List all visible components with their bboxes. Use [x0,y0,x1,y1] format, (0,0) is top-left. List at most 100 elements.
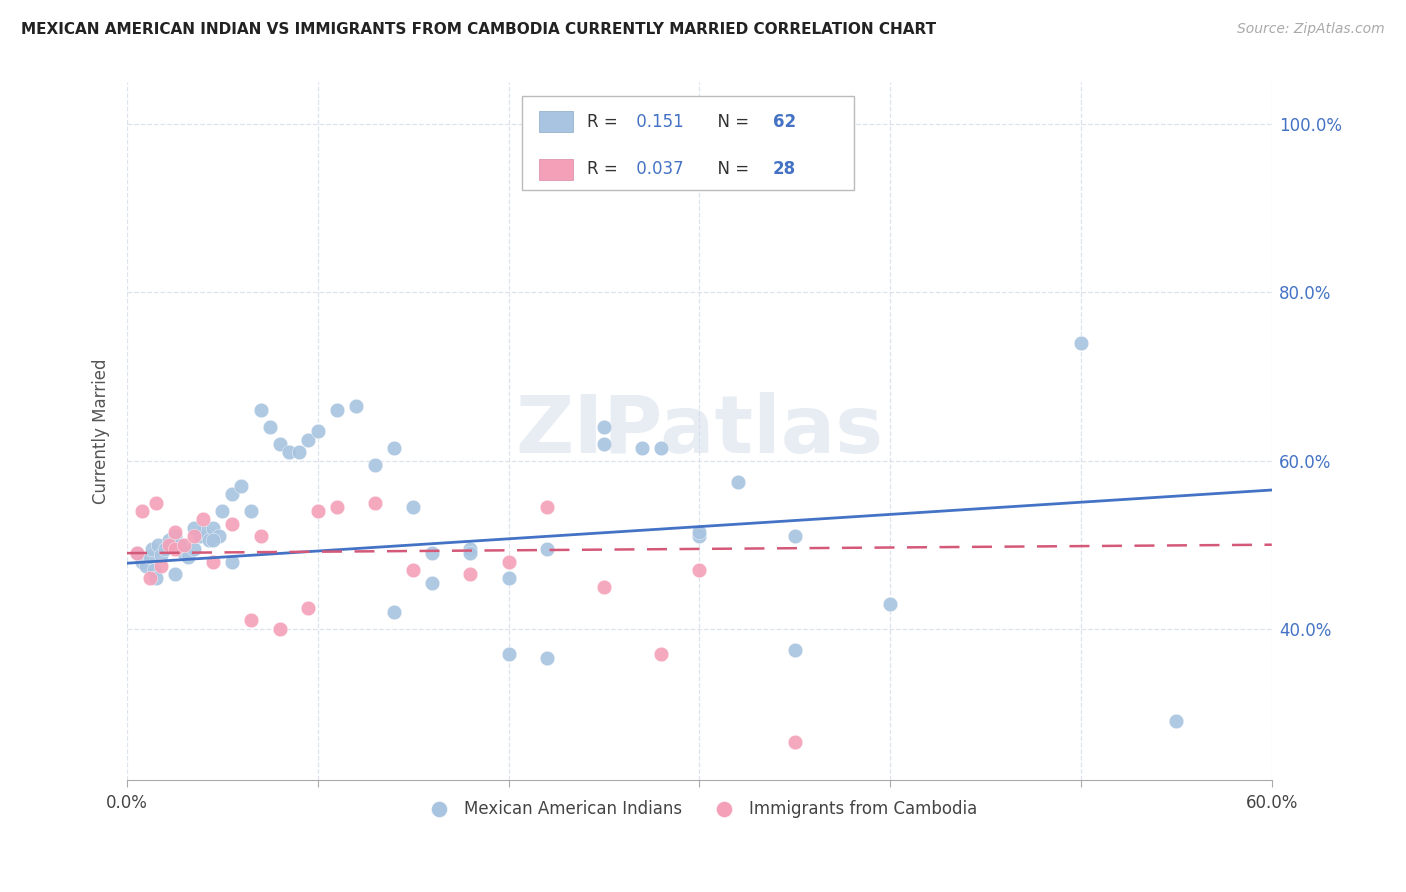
Point [249,529,271,543]
Point [326,500,349,514]
Point [536,500,558,514]
Point [297,600,319,615]
Point [207,529,229,543]
Point [688,524,710,539]
Point [382,441,405,455]
Point [326,403,349,417]
Point [173,546,195,560]
FancyBboxPatch shape [538,112,574,132]
Point [183,529,205,543]
Point [536,541,558,556]
Point [221,487,243,501]
Text: 0.151: 0.151 [631,112,683,131]
Point [278,445,301,459]
Point [142,563,165,577]
Point [307,424,329,438]
Point [783,735,806,749]
Point [211,504,233,518]
Text: ZIPatlas: ZIPatlas [515,392,883,470]
Point [221,555,243,569]
Text: Source: ZipAtlas.com: Source: ZipAtlas.com [1237,22,1385,37]
Point [420,575,443,590]
Point [382,605,405,619]
Point [193,524,215,539]
Point [125,546,148,560]
Point [163,524,186,539]
Point [198,533,221,548]
Point [402,563,425,577]
Point [259,420,281,434]
Point [240,504,263,518]
Point [536,651,558,665]
Point [307,504,329,518]
Point [139,550,162,565]
Point [139,571,162,585]
Point [460,546,482,560]
Point [650,441,672,455]
Point [183,541,205,556]
Point [1070,335,1092,350]
Point [1166,714,1188,729]
Text: R =: R = [588,112,623,131]
Point [498,555,520,569]
Point [201,533,224,548]
Y-axis label: Currently Married: Currently Married [93,359,110,504]
Point [650,647,672,661]
Point [141,541,163,556]
Point [177,550,200,565]
Point [688,529,710,543]
Point [783,529,806,543]
Point [631,441,654,455]
Point [688,563,710,577]
Point [135,558,157,573]
Point [402,500,425,514]
Legend: Mexican American Indians, Immigrants from Cambodia: Mexican American Indians, Immigrants fro… [415,793,983,824]
Point [150,548,173,562]
Point [364,495,387,509]
Point [231,479,253,493]
Point [183,521,205,535]
Point [240,614,263,628]
Point [460,541,482,556]
Point [297,433,319,447]
Point [498,647,520,661]
Point [169,538,191,552]
Point [193,512,215,526]
Point [131,504,153,518]
Point [593,436,616,450]
Point [173,538,195,552]
Point [727,475,749,489]
Point [157,533,180,548]
Text: R =: R = [588,161,623,178]
Point [146,538,169,552]
Text: MEXICAN AMERICAN INDIAN VS IMMIGRANTS FROM CAMBODIA CURRENTLY MARRIED CORRELATIO: MEXICAN AMERICAN INDIAN VS IMMIGRANTS FR… [21,22,936,37]
Point [498,571,520,585]
Point [201,521,224,535]
Point [201,555,224,569]
Point [188,529,211,543]
Point [221,516,243,531]
Point [131,555,153,569]
Point [150,558,173,573]
FancyBboxPatch shape [538,159,574,179]
Point [269,622,291,636]
Point [879,597,901,611]
Point [163,541,186,556]
Point [344,399,367,413]
Point [364,458,387,472]
Point [157,538,180,552]
Point [163,529,186,543]
FancyBboxPatch shape [522,95,853,190]
Point [593,420,616,434]
Point [420,546,443,560]
Point [153,541,176,556]
Point [145,571,167,585]
Point [593,580,616,594]
Text: N =: N = [707,161,755,178]
Text: 0.037: 0.037 [631,161,683,178]
Point [783,643,806,657]
Point [145,495,167,509]
Text: 62: 62 [773,112,796,131]
Point [249,403,271,417]
Point [269,436,291,450]
